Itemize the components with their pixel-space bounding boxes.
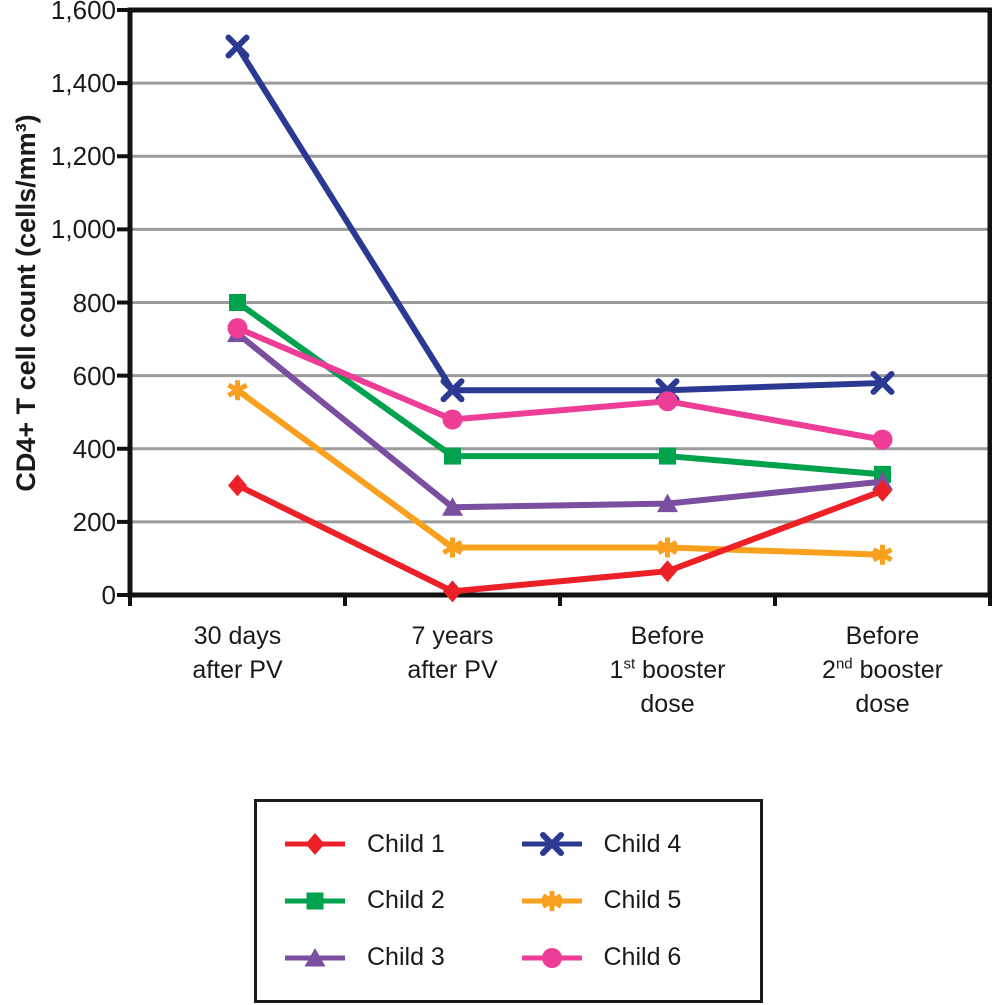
x-category-label: Before 2nd booster dose (822, 622, 943, 718)
x-category-label: 7 years after PV (407, 622, 498, 684)
legend-label: Child 2 (367, 886, 445, 915)
y-tick-label: 1,600 (50, 0, 116, 25)
legend-label: Child 5 (603, 886, 682, 915)
x-category-label: 30 days after PV (192, 622, 283, 684)
legend-label: Child 1 (367, 829, 445, 858)
y-tick-label: 600 (72, 360, 116, 391)
legend-triangle-marker-icon (285, 947, 345, 967)
legend-box: Child 1 Child 2 Child 3 Child 4 Child 5 Child… (254, 799, 763, 1003)
legend-label: Child 6 (603, 943, 682, 972)
y-tick-label: 1,200 (50, 141, 116, 172)
series-child-5 (227, 380, 893, 565)
legend-asterisk-marker-icon (521, 890, 582, 911)
legend-circle-marker-icon (521, 947, 582, 968)
y-axis-title: CD4+ T cell count (cells/mm³) (11, 114, 41, 492)
legend-label: Child 4 (603, 829, 682, 858)
axes (117, 7, 992, 606)
legend-item-child-1: Child 1 (283, 830, 520, 859)
legend-item-child-3: Child 3 (283, 943, 520, 972)
y-tick-label: 1,000 (50, 214, 116, 245)
legend-label: Child 3 (367, 943, 445, 972)
legend-square-marker-icon (285, 892, 345, 910)
y-tick-label: 1,400 (50, 68, 116, 99)
series-child-3 (227, 323, 893, 516)
legend-item-child-4: Child 4 (520, 830, 757, 859)
legend-item-child-5: Child 5 (520, 886, 757, 915)
legend-item-child-2: Child 2 (283, 886, 520, 915)
plot-area (117, 7, 992, 606)
series-child-6 (227, 318, 893, 450)
legend-grid: Child 1 Child 2 Child 3 Child 4 Child 5 Child… (257, 802, 760, 1000)
series-child-1 (228, 474, 892, 603)
y-tick-label: 400 (72, 433, 116, 464)
y-tick-label: 200 (72, 506, 116, 537)
legend-item-child-6: Child 6 (520, 943, 757, 972)
x-category-label: Before 1st booster dose (609, 622, 726, 718)
gridlines (130, 81, 990, 524)
legend-x-marker-icon (521, 832, 582, 857)
legend-diamond-marker-icon (285, 833, 345, 856)
y-tick-label: 800 (72, 287, 116, 318)
y-tick-label: 0 (101, 580, 116, 610)
series-child-4 (225, 34, 895, 403)
